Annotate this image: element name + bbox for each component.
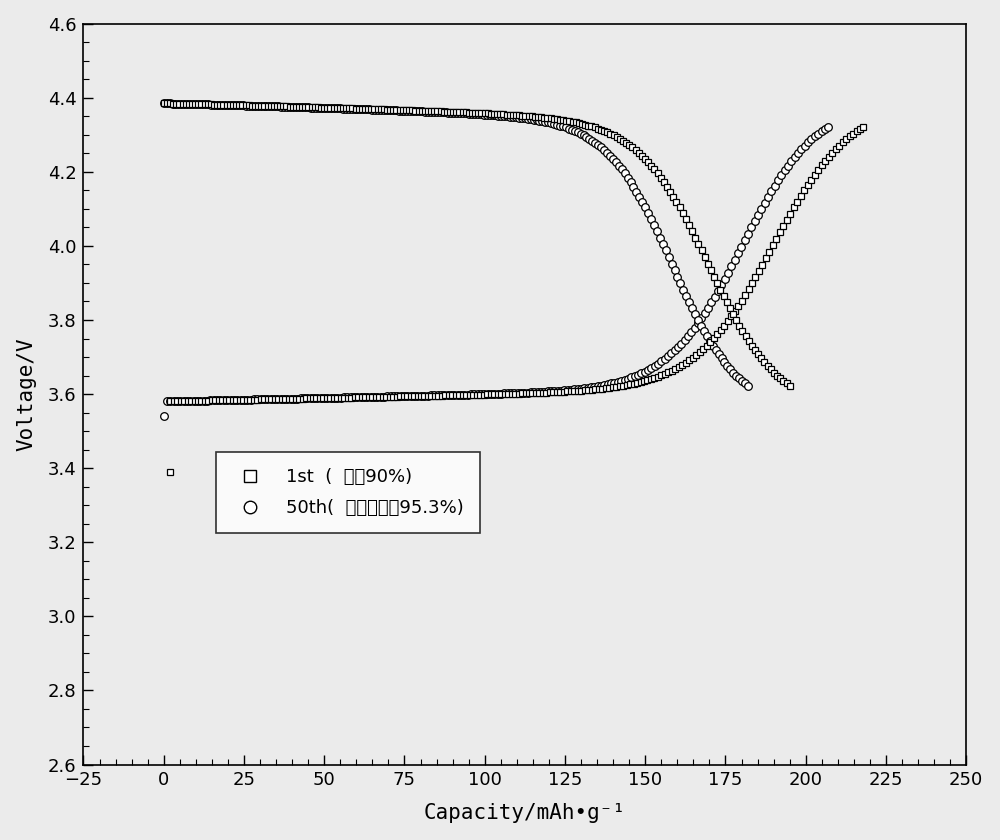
Y-axis label: Voltage/V: Voltage/V	[17, 338, 37, 451]
Legend: 1st  (  首咅90%), 50th(  容量保持率95.3%): 1st ( 首咅90%), 50th( 容量保持率95.3%)	[216, 452, 480, 533]
X-axis label: Capacity/mAh•g⁻¹: Capacity/mAh•g⁻¹	[424, 803, 626, 823]
